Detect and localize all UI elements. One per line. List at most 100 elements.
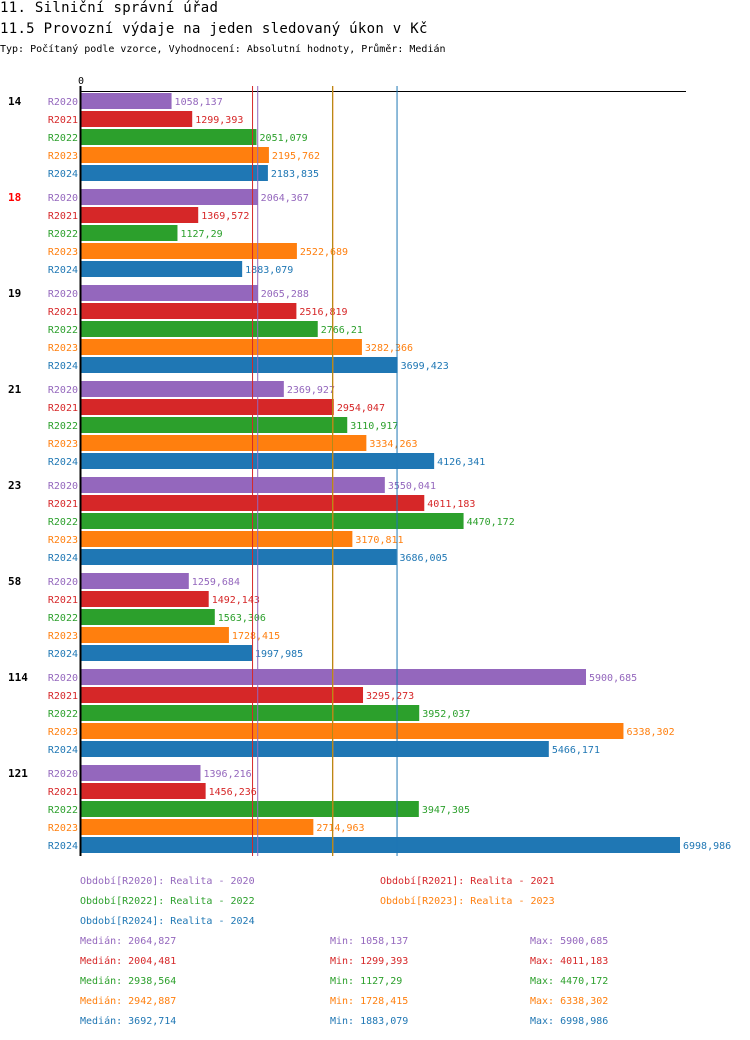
category-label: 58	[8, 575, 21, 588]
series-label: R2024	[48, 169, 78, 180]
bar	[81, 261, 243, 277]
series-label: R2020	[48, 769, 78, 780]
stat-max: Max: 4470,172	[530, 976, 609, 987]
data-label: 4011,183	[427, 499, 475, 510]
series-label: R2023	[48, 343, 78, 354]
stat-max: Max: 6998,986	[530, 1016, 609, 1027]
data-label: 2522,689	[300, 247, 348, 258]
bar	[81, 687, 364, 703]
series-label: R2024	[48, 553, 78, 564]
data-label: 1299,393	[195, 115, 243, 126]
data-label: 2766,21	[321, 325, 363, 336]
series-label: R2020	[48, 193, 78, 204]
bar	[81, 147, 269, 163]
data-label: 1492,143	[212, 595, 260, 606]
bar	[81, 705, 420, 721]
data-label: 5900,685	[589, 673, 637, 684]
data-label: 1127,29	[180, 229, 222, 240]
data-label: 1997,985	[255, 649, 303, 660]
series-label: R2023	[48, 439, 78, 450]
series-label: R2020	[48, 673, 78, 684]
data-label: 2714,963	[316, 823, 364, 834]
series-label: R2023	[48, 727, 78, 738]
data-label: 1456,236	[209, 787, 257, 798]
data-label: 1396,216	[203, 769, 251, 780]
series-label: R2024	[48, 457, 78, 468]
series-label: R2023	[48, 151, 78, 162]
category-label: 23	[8, 479, 21, 492]
series-label: R2020	[48, 97, 78, 108]
bar	[81, 819, 314, 835]
data-label: 1259,684	[192, 577, 240, 588]
data-label: 3282,366	[365, 343, 413, 354]
bar	[81, 339, 362, 355]
bar	[81, 129, 257, 145]
data-label: 2183,835	[271, 169, 319, 180]
series-label: R2021	[48, 691, 78, 702]
category-label: 121	[8, 767, 28, 780]
data-label: 2369,927	[287, 385, 335, 396]
series-label: R2022	[48, 421, 78, 432]
stat-median: Medián: 2942,887	[80, 996, 177, 1007]
bar	[81, 321, 318, 337]
series-label: R2022	[48, 709, 78, 720]
data-label: 2195,762	[272, 151, 320, 162]
data-label: 3686,005	[399, 553, 447, 564]
data-label: 2516,819	[299, 307, 347, 318]
bar	[81, 591, 209, 607]
bar	[81, 477, 385, 493]
bar	[81, 801, 419, 817]
series-label: R2022	[48, 613, 78, 624]
category-label: 19	[8, 287, 21, 300]
chart-meta: Typ: Počítaný podle vzorce, Vyhodnocení:…	[0, 44, 446, 55]
data-label: 5466,171	[552, 745, 600, 756]
series-label: R2020	[48, 385, 78, 396]
bar	[81, 435, 367, 451]
bar	[81, 93, 172, 109]
series-label: R2020	[48, 289, 78, 300]
data-label: 3170,811	[355, 535, 403, 546]
data-label: 3295,273	[366, 691, 414, 702]
data-label: 1369,572	[201, 211, 249, 222]
stat-median: Medián: 2938,564	[80, 976, 177, 987]
bar	[81, 357, 398, 373]
data-label: 3110,917	[350, 421, 398, 432]
series-label: R2022	[48, 133, 78, 144]
bar	[81, 381, 284, 397]
data-label: 3952,037	[422, 709, 470, 720]
legend-item-r2022: Období[R2022]: Realita - 2022	[80, 896, 255, 907]
series-label: R2024	[48, 745, 78, 756]
series-label: R2020	[48, 577, 78, 588]
bar	[81, 723, 624, 739]
bar	[81, 303, 297, 319]
series-label: R2022	[48, 229, 78, 240]
bar	[81, 165, 268, 181]
series-label: R2021	[48, 115, 78, 126]
stat-median: Medián: 3692,714	[80, 1016, 177, 1027]
data-label: 1883,079	[245, 265, 293, 276]
bar	[81, 243, 297, 259]
bar	[81, 111, 193, 127]
legend-item-r2020: Období[R2020]: Realita - 2020	[80, 876, 255, 887]
data-label: 3334,263	[369, 439, 417, 450]
stat-min: Min: 1883,079	[330, 1016, 409, 1027]
category-label: 114	[8, 671, 28, 684]
bar	[81, 645, 252, 661]
series-label: R2024	[48, 265, 78, 276]
bar	[81, 573, 189, 589]
category-label: 18	[8, 191, 21, 204]
stat-min: Min: 1728,415	[330, 996, 409, 1007]
series-label: R2021	[48, 403, 78, 414]
bar	[81, 285, 258, 301]
bar	[81, 417, 348, 433]
bar-chart: 0 14 R2020 1058,137 R2021 1299,393 R2022 2051,0…	[8, 76, 731, 856]
stat-median: Medián: 2004,481	[80, 956, 177, 967]
bar	[81, 189, 258, 205]
bar	[81, 513, 464, 529]
series-label: R2022	[48, 325, 78, 336]
category-label: 14	[8, 95, 22, 108]
chart-title: 11.5 Provozní výdaje na jeden sledovaný …	[0, 21, 428, 37]
series-label: R2023	[48, 535, 78, 546]
stat-max: Max: 5900,685	[530, 936, 609, 947]
bar	[81, 207, 199, 223]
